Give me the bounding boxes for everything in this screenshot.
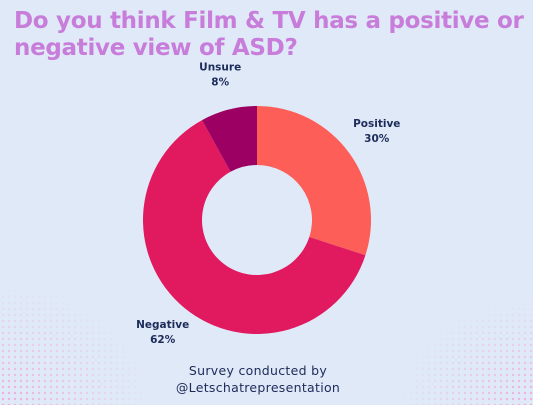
value-label: 62%: [150, 334, 176, 346]
value-label: 30%: [364, 133, 390, 145]
donut-segment: [142, 120, 366, 335]
donut: Positive 30% Negative 62% Unsure 8%: [136, 62, 400, 346]
value-label: 8%: [211, 77, 229, 89]
donut-segment: [202, 106, 257, 172]
chart-title: Do you think Film & TV has a positive or…: [14, 8, 524, 61]
donut-segment: [257, 106, 371, 256]
source-note: Survey conducted by @Letschatrepresentat…: [175, 363, 341, 395]
segment-label: Negative: [136, 319, 189, 331]
segment-label: Positive: [353, 118, 400, 130]
decor-dots: [400, 300, 533, 405]
segment-label: Unsure: [199, 62, 241, 74]
decor-dots: [0, 285, 150, 405]
